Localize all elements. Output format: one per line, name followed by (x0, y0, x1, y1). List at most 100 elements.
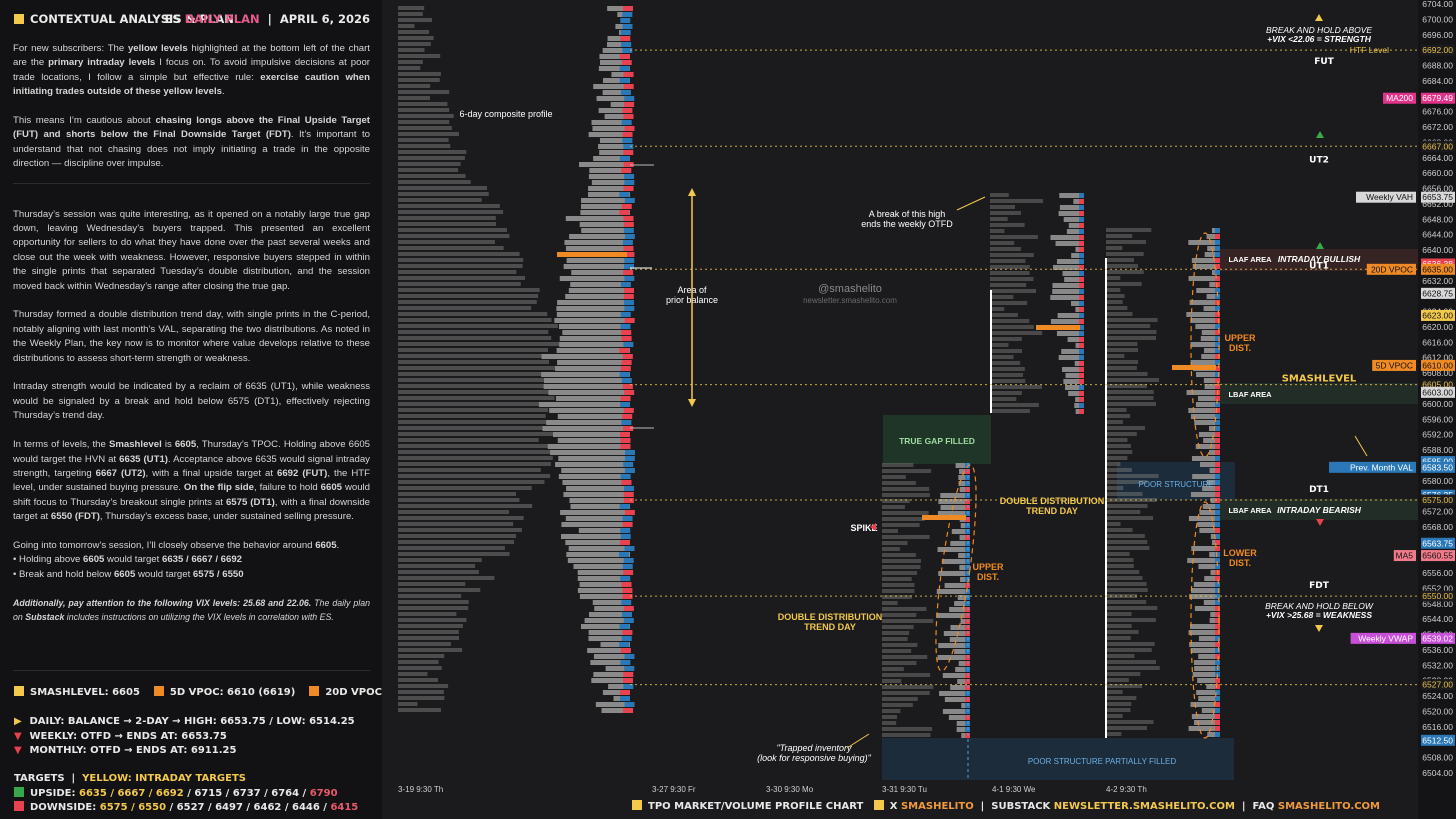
delta-bar (1215, 240, 1220, 245)
tpo-letter-row (990, 283, 1027, 287)
delta-bar (1079, 295, 1084, 300)
delta-bar (1215, 450, 1220, 455)
tpo-letter-row (398, 168, 459, 172)
delta-bar (1215, 426, 1220, 431)
delta-bar (1215, 624, 1220, 629)
delta-bar (620, 660, 631, 665)
footer-square-icon (873, 800, 884, 810)
volume-profile-bar (1198, 696, 1218, 701)
tpo-letter-row (398, 492, 516, 496)
volume-profile-bar (1193, 582, 1218, 587)
red-down-triangle-icon (1316, 519, 1324, 526)
footer-x-handle[interactable]: SMASHELITO (900, 801, 974, 812)
level-lines (630, 49, 1418, 686)
volume-profile-bar (938, 571, 968, 576)
footer: TPO MARKET/VOLUME PROFILE CHART X SMASHE… (632, 800, 1380, 812)
volume-profile-bar (1074, 361, 1082, 366)
tpo-letter-row (882, 553, 916, 557)
analysis-paragraph: Thursday’s session was quite interesting… (13, 208, 370, 292)
smashlevel-name: SMASHLEVEL (1282, 374, 1357, 385)
delta-bar (619, 192, 630, 197)
price-tag-bg (1421, 140, 1455, 152)
delta-bar (1215, 732, 1220, 737)
tpo-letter-row (398, 438, 539, 442)
delta-bar (621, 360, 632, 365)
tpo-letter-row (398, 648, 463, 652)
volume-profile-bar (1071, 253, 1082, 258)
volume-profile-bar (1189, 594, 1218, 599)
tpo-letter-row (882, 529, 898, 533)
volume-profile-bar (593, 84, 630, 89)
time-axis: 3-19 9:30 Th 3-27 9:30 Fr 3-30 9:30 Mo 3-31… (398, 785, 1147, 794)
volume-profile-bar (1199, 462, 1218, 467)
delta-bar (1215, 234, 1220, 239)
volume-profile-bar (566, 552, 630, 557)
tpo-letter-row (882, 625, 914, 629)
price-tag-label: 6605.00 (1422, 380, 1453, 390)
delta-bar (620, 36, 631, 41)
delta-bar (1215, 420, 1220, 425)
delta-bar (624, 288, 635, 293)
volume-profile-bar (1058, 211, 1082, 216)
price-tick-label: 6588.00 (1422, 445, 1453, 455)
price-tag-bg (1421, 456, 1455, 468)
tpo-letter-row (398, 96, 431, 100)
key-level: 5D VPOC: 6610 (6619) (153, 686, 295, 698)
tpo-letter-row (398, 18, 433, 22)
footer-faq-link[interactable]: SMASHELITO.COM (1277, 801, 1380, 812)
tpo-letter-row (398, 180, 471, 184)
plan-date-header: ES DAILY PLAN | APRIL 6, 2026 (164, 12, 370, 26)
downside-square-icon (14, 801, 24, 811)
tpo-letter-row (1106, 306, 1128, 310)
delta-bar (1215, 324, 1220, 329)
tpo-letter-row (990, 217, 1008, 221)
level-side-label: HTF Level (1350, 45, 1389, 55)
volume-profile-bar (584, 618, 630, 623)
delta-bar (1215, 504, 1220, 509)
delta-bar (1215, 540, 1220, 545)
delta-bar (1215, 702, 1220, 707)
targets-yellow-note: YELLOW: INTRADAY TARGETS (82, 773, 246, 784)
volume-profile-bar (599, 138, 630, 143)
tpo-letter-row (398, 222, 497, 226)
footer-substack-link[interactable]: NEWSLETTER.SMASHELITO.COM (1053, 801, 1235, 812)
tpo-letter-row (398, 354, 563, 358)
volume-profile-bar (593, 156, 630, 161)
tpo-letter-row (398, 6, 425, 10)
tpo-letter-row (1106, 624, 1132, 628)
composite-profile-label: 6-day composite profile (459, 109, 552, 119)
watermark-handle: @smashelito (818, 283, 882, 295)
break-below-label: +VIX >25.68 = WEAKNESS (1266, 610, 1372, 620)
delta-bar (1215, 552, 1220, 557)
volume-profile-bar (948, 715, 968, 720)
delta-bar (1079, 241, 1084, 246)
tpo-letter-row (882, 559, 921, 563)
indicator-label: Weekly VAH (1366, 192, 1413, 202)
prev-month-val-arrow (1354, 435, 1368, 457)
price-tag-bg (1421, 191, 1455, 203)
tpo-letter-row (1106, 630, 1139, 634)
down-triangle-icon: ▼ (14, 730, 22, 742)
delta-bar (1079, 325, 1084, 330)
delta-bar (622, 138, 633, 143)
volume-profile-bar (1050, 295, 1082, 300)
price-tick-label: 6552.00 (1422, 583, 1453, 593)
volume-profile-bar (579, 162, 630, 167)
delta-bar (621, 336, 632, 341)
tpo-letter-row (398, 498, 520, 502)
tpo-letter-row (990, 199, 1044, 203)
break-high-arrow (956, 196, 986, 211)
tpo-letter-row (398, 540, 515, 544)
upside-square-icon (14, 786, 24, 797)
tpo-letter-row (1106, 264, 1138, 268)
tpo-letter-row (398, 102, 448, 106)
tpo-letter-row (398, 654, 445, 658)
volume-profile-bar (1191, 714, 1218, 719)
tpo-letter-row (1106, 384, 1147, 388)
tpo-letter-row (882, 493, 930, 497)
tpo-letter-row (1106, 702, 1132, 706)
tpo-letter-row (398, 276, 526, 280)
volume-profile-bar (565, 216, 630, 221)
tpo-letter-row (398, 462, 551, 466)
price-tick-label: 6608.00 (1422, 368, 1453, 378)
